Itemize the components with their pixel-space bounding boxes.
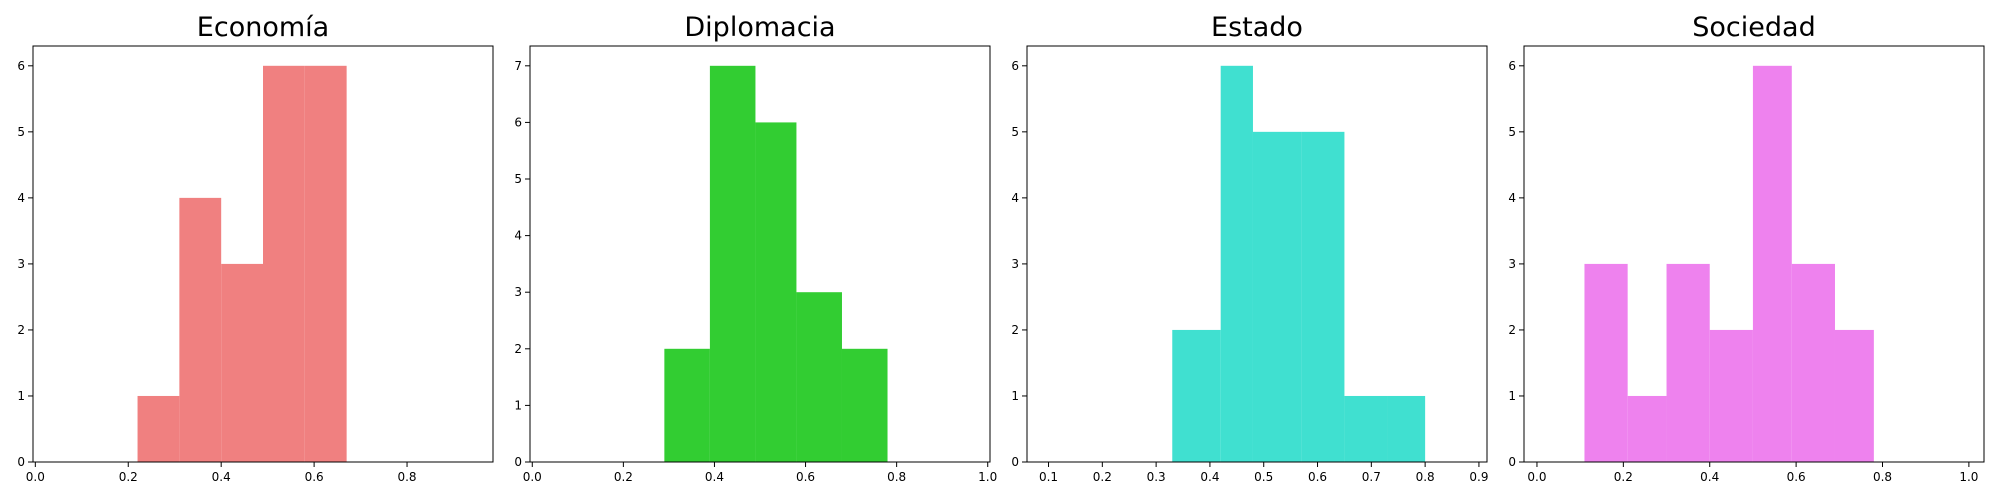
- x-tick-label: 0.4: [705, 470, 724, 484]
- x-tick-label: 0.2: [1093, 470, 1112, 484]
- x-tick-label: 0.5: [1254, 470, 1273, 484]
- x-tick-label: 0.8: [887, 470, 906, 484]
- y-tick-label: 6: [1508, 59, 1516, 73]
- panel-title: Estado: [1211, 12, 1303, 43]
- y-tick-label: 5: [17, 125, 25, 139]
- panel-title: Diplomacia: [684, 12, 835, 43]
- y-tick-label: 2: [1011, 323, 1019, 337]
- histogram-bar: [137, 395, 180, 462]
- y-tick-label: 5: [514, 172, 522, 186]
- y-tick-label: 0: [1011, 455, 1019, 469]
- histogram-bar: [1752, 65, 1792, 463]
- y-tick-label: 7: [514, 59, 522, 73]
- x-tick-label: 1.0: [978, 470, 997, 484]
- x-tick-label: 0.7: [1362, 470, 1381, 484]
- y-tick-label: 0: [514, 455, 522, 469]
- x-tick-label: 0.0: [1527, 470, 1546, 484]
- y-tick-label: 6: [17, 59, 25, 73]
- y-tick-label: 6: [514, 115, 522, 129]
- x-tick-label: 0.4: [1700, 470, 1719, 484]
- histogram-bar: [1301, 131, 1345, 463]
- y-tick-label: 1: [514, 398, 522, 412]
- x-tick-label: 1.0: [1959, 470, 1978, 484]
- axes-frame: [1523, 45, 1985, 463]
- x-tick-label: 0.2: [119, 470, 138, 484]
- x-tick-label: 0.3: [1147, 470, 1166, 484]
- histogram-bar: [179, 197, 222, 462]
- y-tick-label: 2: [514, 342, 522, 356]
- axes-frame: [32, 45, 494, 463]
- histogram-bar: [841, 348, 888, 462]
- x-tick-label: 0.2: [614, 470, 633, 484]
- y-tick-label: 5: [1011, 125, 1019, 139]
- histogram-bar: [1387, 395, 1426, 462]
- histogram-bar: [1666, 263, 1710, 462]
- histogram-bar: [1252, 131, 1302, 463]
- histogram-bar: [1172, 329, 1221, 462]
- x-tick-label: 0.6: [1787, 470, 1806, 484]
- y-tick-label: 4: [514, 229, 522, 243]
- panel-title: Sociedad: [1692, 12, 1815, 43]
- y-tick-label: 3: [1011, 257, 1019, 271]
- x-tick-label: 0.0: [523, 470, 542, 484]
- x-tick-label: 0.8: [1416, 470, 1435, 484]
- histogram-bar: [664, 348, 710, 462]
- y-tick-label: 6: [1011, 59, 1019, 73]
- histogram-bar: [709, 65, 756, 463]
- x-tick-label: 0.6: [796, 470, 815, 484]
- x-tick-label: 0.6: [1308, 470, 1327, 484]
- x-tick-label: 0.8: [1873, 470, 1892, 484]
- y-tick-label: 4: [17, 191, 25, 205]
- y-tick-label: 3: [1508, 257, 1516, 271]
- y-tick-label: 5: [1508, 125, 1516, 139]
- y-tick-label: 1: [1508, 389, 1516, 403]
- histogram-bar: [1344, 395, 1388, 462]
- panel-title: Economía: [197, 12, 329, 43]
- histogram-bar: [221, 263, 263, 462]
- histogram-bar: [1709, 329, 1753, 462]
- y-tick-label: 4: [1508, 191, 1516, 205]
- panel-economia: Economía 0.0 0.2 0.4 0.6 0.8 0 1 2 3 4 5 6: [17, 12, 494, 484]
- x-tick-label: 0.1: [1039, 470, 1058, 484]
- y-tick-label: 1: [17, 389, 25, 403]
- histogram-bar: [263, 65, 305, 463]
- y-tick-label: 1: [1011, 389, 1019, 403]
- histogram-bar: [1627, 395, 1667, 462]
- y-tick-label: 4: [1011, 191, 1019, 205]
- x-tick-label: 0.2: [1614, 470, 1633, 484]
- histogram-bar: [1220, 65, 1253, 463]
- panel-diplomacia: Diplomacia 0.0 0.2 0.4 0.6 0.8 1.0 0 1 2 3 4 5 6 7: [514, 12, 997, 484]
- panel-sociedad: Sociedad 0.0 0.2 0.4 0.6 0.8 1.0 0 1 2 3 4 5 6: [1508, 12, 1985, 484]
- x-tick-label: 0.8: [397, 470, 416, 484]
- y-tick-label: 3: [17, 257, 25, 271]
- histogram-bar: [755, 122, 797, 462]
- y-tick-label: 0: [17, 455, 25, 469]
- x-tick-label: 0.6: [305, 470, 324, 484]
- x-tick-label: 0.4: [212, 470, 231, 484]
- histogram-bar: [796, 292, 842, 462]
- histogram-bar: [1791, 263, 1835, 462]
- x-tick-label: 0.0: [26, 470, 45, 484]
- histogram-bar: [304, 65, 347, 463]
- histogram-bar: [1834, 329, 1874, 462]
- axes-frame: [1026, 45, 1488, 463]
- y-tick-label: 3: [514, 285, 522, 299]
- panel-estado: Estado 0.1 0.2 0.3 0.4 0.5 0.6 0.7 0.8 0.9 0 1 2 3 4 5…: [1011, 12, 1488, 484]
- y-tick-label: 0: [1508, 455, 1516, 469]
- axes-frame: [529, 45, 991, 463]
- x-tick-label: 0.4: [1200, 470, 1219, 484]
- y-tick-label: 2: [1508, 323, 1516, 337]
- histogram-bar: [1584, 263, 1628, 462]
- y-tick-label: 2: [17, 323, 25, 337]
- x-tick-label: 0.9: [1469, 470, 1488, 484]
